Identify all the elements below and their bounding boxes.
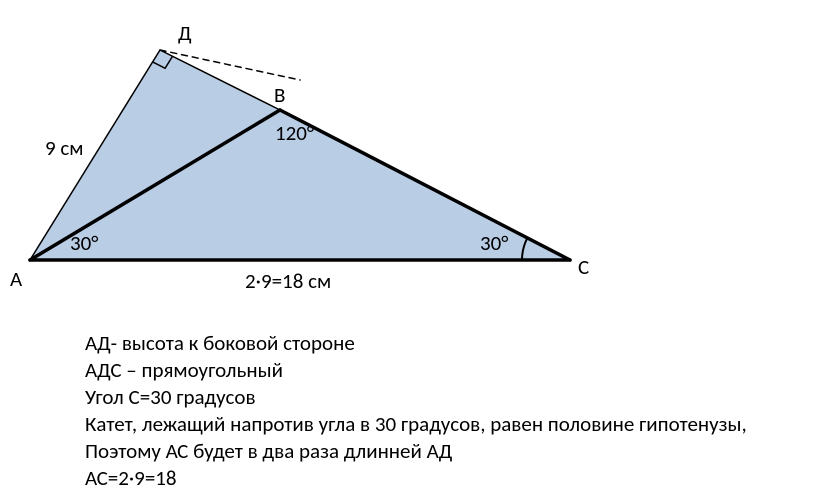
solution-line: АДС – прямоугольный — [85, 357, 747, 384]
solution-line: Катет, лежащий напротив угла в 30 градус… — [85, 411, 747, 438]
vertex-label-d: Д — [178, 20, 192, 46]
canvas: А В С Д 9 см 2·9=18 см 30° 120° 30° АД- … — [0, 0, 820, 502]
solution-line: АС=2·9=18 — [85, 465, 747, 492]
angle-label-c: 30° — [480, 230, 508, 256]
solution-line: Угол С=30 градусов — [85, 384, 747, 411]
vertex-label-c: С — [578, 254, 589, 280]
angle-label-b: 120° — [275, 120, 314, 146]
solution-line: Поэтому АС будет в два раза длинней АД — [85, 438, 747, 465]
edge-label-ac: 2·9=18 см — [245, 268, 331, 294]
triangle-fill — [30, 50, 570, 260]
vertex-label-b: В — [274, 82, 285, 108]
edge-label-ad: 9 см — [45, 135, 83, 161]
angle-label-a: 30° — [70, 230, 98, 256]
solution-text: АД- высота к боковой сторонеАДС – прямоу… — [85, 330, 747, 492]
vertex-label-a: А — [10, 266, 22, 292]
solution-line: АД- высота к боковой стороне — [85, 330, 747, 357]
